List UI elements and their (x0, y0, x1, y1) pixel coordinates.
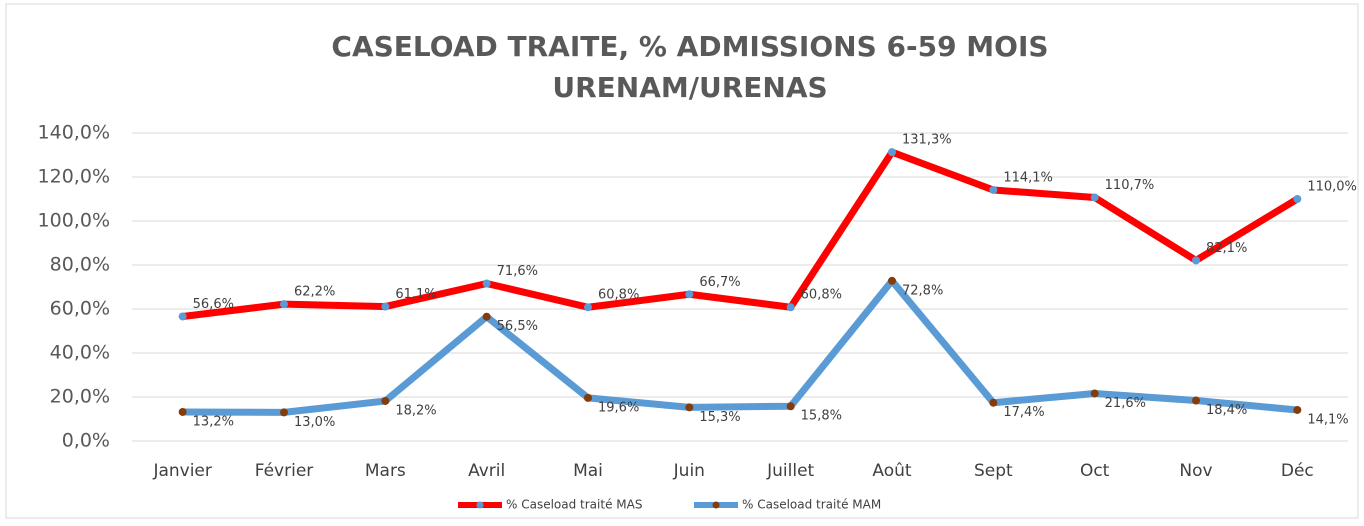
data-point (989, 398, 998, 407)
data-point (381, 302, 390, 311)
y-tick-label: 20,0% (50, 386, 110, 408)
data-point (1192, 256, 1200, 265)
data-label: 56,6% (193, 297, 234, 312)
data-label: 66,7% (699, 275, 740, 290)
data-point (1090, 389, 1099, 398)
x-tick-label: Oct (1080, 461, 1110, 481)
data-label: 56,5% (497, 319, 538, 334)
y-tick-label: 80,0% (50, 254, 110, 276)
data-point (584, 303, 592, 312)
data-point (482, 279, 491, 288)
legend-label: % Caseload traité MAM (742, 498, 881, 512)
data-point (178, 407, 187, 416)
data-label: 14,1% (1307, 412, 1348, 427)
data-point (482, 312, 491, 321)
y-tick-label: 120,0% (38, 166, 110, 188)
x-tick-label: Avril (468, 461, 505, 481)
chart-title: CASELOAD TRAITE, % ADMISSIONS 6-59 MOIS (331, 30, 1048, 63)
y-tick-label: 140,0% (38, 122, 110, 144)
x-tick-label: Juillet (766, 461, 814, 481)
chart-frame (5, 3, 1359, 519)
data-point (786, 303, 795, 312)
legend-marker (712, 501, 720, 509)
data-point (685, 290, 694, 299)
data-point (685, 403, 694, 412)
data-label: 114,1% (1003, 170, 1053, 185)
data-point (280, 300, 288, 309)
data-label: 19,6% (598, 400, 639, 415)
x-tick-label: Sept (974, 461, 1013, 481)
data-point (381, 396, 390, 405)
data-point (1090, 193, 1099, 202)
x-tick-label: Janvier (152, 461, 211, 481)
data-point (178, 312, 187, 321)
legend-label: % Caseload traité MAS (506, 498, 642, 512)
data-label: 110,0% (1307, 180, 1357, 195)
data-label: 61,1% (395, 287, 436, 302)
data-label: 110,7% (1105, 178, 1155, 193)
data-point (989, 185, 998, 194)
data-point (786, 402, 795, 411)
data-label: 60,8% (801, 288, 842, 303)
x-tick-label: Mai (573, 461, 603, 481)
x-tick-label: Mars (365, 461, 406, 481)
data-label: 15,3% (699, 410, 740, 425)
y-tick-label: 0,0% (62, 430, 110, 452)
data-label: 60,8% (598, 288, 639, 303)
y-tick-label: 60,0% (50, 298, 110, 320)
x-tick-label: Août (872, 461, 912, 481)
data-label: 82,1% (1206, 241, 1247, 256)
data-label: 131,3% (902, 133, 952, 148)
data-point (1293, 195, 1302, 203)
y-tick-label: 40,0% (50, 342, 110, 364)
data-label: 13,0% (294, 415, 335, 430)
data-point (1192, 396, 1200, 405)
chart-title: URENAM/URENAS (552, 71, 827, 104)
data-label: 17,4% (1003, 405, 1044, 420)
series-line (182, 277, 1298, 416)
x-tick-label: Juin (673, 461, 705, 481)
x-tick-label: Déc (1281, 461, 1314, 481)
x-tick-label: Nov (1179, 461, 1212, 481)
y-tick-label: 100,0% (38, 210, 110, 232)
data-label: 18,4% (1206, 403, 1247, 418)
data-label: 15,8% (801, 409, 842, 424)
data-label: 71,6% (497, 264, 538, 279)
data-point (1293, 405, 1302, 414)
x-tick-label: Février (255, 461, 314, 481)
data-point (888, 148, 896, 157)
data-point (280, 408, 288, 417)
data-point (584, 393, 592, 402)
series-line (182, 148, 1300, 320)
legend-marker (476, 501, 484, 509)
data-label: 62,2% (294, 285, 335, 300)
data-label: 21,6% (1105, 396, 1146, 411)
data-label: 13,2% (193, 414, 234, 429)
data-point (888, 276, 896, 285)
data-label: 72,8% (902, 283, 943, 298)
data-label: 18,2% (395, 403, 436, 418)
